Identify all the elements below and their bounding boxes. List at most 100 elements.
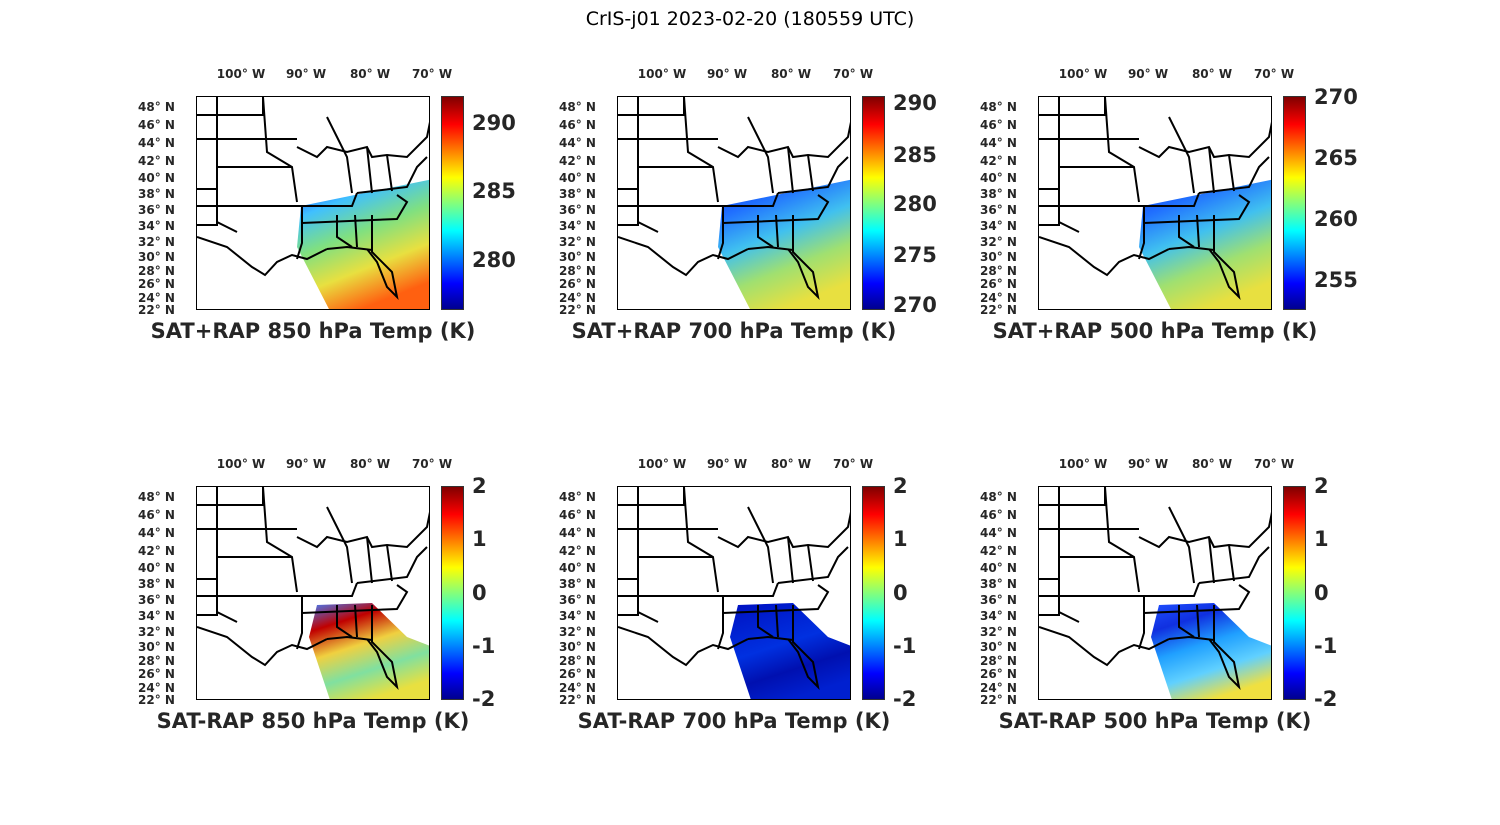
latitude-label: 30° N <box>138 250 175 264</box>
satellite-swath <box>309 603 429 699</box>
latitude-label: 34° N <box>138 609 175 623</box>
latitude-label: 48° N <box>138 490 175 504</box>
latitude-label: 40° N <box>138 171 175 185</box>
latitude-label: 22° N <box>138 693 175 707</box>
state-boundary <box>717 206 724 260</box>
state-boundary <box>197 487 264 506</box>
panel-title: SAT-RAP 700 hPa Temp (K) <box>577 709 891 733</box>
latitude-label: 42° N <box>980 544 1017 558</box>
longitude-label: 80° W <box>349 67 391 81</box>
state-boundary <box>1143 194 1251 224</box>
panel-title: SAT+RAP 850 hPa Temp (K) <box>150 319 476 343</box>
latitude-label: 30° N <box>559 250 596 264</box>
map-panel: 100° W 90° W 80° W 70° W 48° N 46° N 44° N 42° … <box>980 67 1458 396</box>
map-area <box>1038 486 1272 700</box>
latitude-label: 28° N <box>980 264 1017 278</box>
colorbar-tick-label: 1 <box>472 527 487 551</box>
state-boundary <box>197 188 358 207</box>
latitude-label: 44° N <box>980 526 1017 540</box>
latitude-label: 38° N <box>559 577 596 591</box>
state-boundary <box>747 245 794 251</box>
state-boundary <box>1039 236 1170 277</box>
latitude-label: 28° N <box>559 264 596 278</box>
state-boundary <box>1198 546 1270 584</box>
latitude-label: 48° N <box>980 490 1017 504</box>
longitude-label: 90° W <box>706 457 748 471</box>
state-boundary <box>1168 116 1235 194</box>
map-panel: 100° W 90° W 80° W 70° W 48° N 46° N 44° N 42° … <box>980 457 1458 786</box>
state-boundary <box>777 156 849 194</box>
latitude-label: 46° N <box>980 508 1017 522</box>
state-boundary <box>1138 121 1271 159</box>
latitude-label: 34° N <box>138 219 175 233</box>
latitude-label: 44° N <box>980 136 1017 150</box>
latitude-label: 40° N <box>559 561 596 575</box>
longitude-label: 80° W <box>770 67 812 81</box>
panel-title: SAT-RAP 850 hPa Temp (K) <box>156 709 470 733</box>
longitude-label: 100° W <box>637 457 687 471</box>
latitude-label: 36° N <box>559 203 596 217</box>
state-boundary <box>262 97 298 203</box>
state-boundary <box>618 626 749 667</box>
latitude-label: 30° N <box>559 640 596 654</box>
state-boundary <box>683 487 719 593</box>
state-boundary <box>301 584 409 614</box>
longitude-label: 90° W <box>285 457 327 471</box>
colorbar <box>441 96 464 310</box>
latitude-label: 42° N <box>559 154 596 168</box>
latitude-label: 26° N <box>559 667 596 681</box>
state-boundary <box>618 97 685 116</box>
latitude-label: 28° N <box>980 654 1017 668</box>
state-boundary <box>1039 578 1200 597</box>
latitude-label: 38° N <box>138 577 175 591</box>
latitude-label: 48° N <box>559 100 596 114</box>
colorbar-tick-label: 1 <box>1314 527 1329 551</box>
state-boundary <box>296 121 429 159</box>
colorbar-tick-label: 270 <box>893 293 937 317</box>
state-boundary <box>356 546 428 584</box>
longitude-label: 70° W <box>832 457 874 471</box>
satellite-swath <box>1139 179 1271 309</box>
state-boundary <box>1039 188 1200 207</box>
latitude-label: 42° N <box>138 154 175 168</box>
state-boundary <box>296 511 429 549</box>
colorbar-tick-label: 285 <box>472 179 516 203</box>
state-boundary <box>326 116 393 194</box>
colorbar-tick-label: 260 <box>1314 207 1358 231</box>
latitude-label: 26° N <box>138 667 175 681</box>
longitude-label: 80° W <box>349 457 391 471</box>
colorbar-tick-label: -2 <box>893 687 917 711</box>
colorbar-tick-label: 280 <box>472 248 516 272</box>
latitude-label: 34° N <box>980 609 1017 623</box>
map-canvas <box>1039 97 1271 309</box>
colorbar-tick-label: -2 <box>1314 687 1338 711</box>
latitude-label: 26° N <box>138 277 175 291</box>
state-boundary <box>197 578 358 597</box>
latitude-label: 38° N <box>980 577 1017 591</box>
latitude-label: 36° N <box>138 593 175 607</box>
state-boundary <box>717 596 724 650</box>
latitude-label: 30° N <box>138 640 175 654</box>
colorbar-tick-label: 1 <box>893 527 908 551</box>
latitude-label: 42° N <box>138 544 175 558</box>
latitude-label: 24° N <box>559 681 596 695</box>
latitude-label: 32° N <box>559 235 596 249</box>
colorbar-tick-label: -1 <box>893 634 917 658</box>
longitude-label: 90° W <box>285 67 327 81</box>
longitude-label: 100° W <box>216 67 266 81</box>
colorbar-tick-label: 2 <box>472 474 487 498</box>
map-panel: 100° W 90° W 80° W 70° W 48° N 46° N 44° N 42° … <box>138 457 616 786</box>
latitude-label: 36° N <box>980 593 1017 607</box>
latitude-label: 32° N <box>138 625 175 639</box>
map-area <box>617 96 851 310</box>
latitude-label: 22° N <box>138 303 175 317</box>
state-boundary <box>326 506 393 584</box>
state-boundary <box>1104 97 1140 203</box>
longitude-label: 70° W <box>1253 457 1295 471</box>
latitude-label: 38° N <box>559 187 596 201</box>
satellite-swath <box>297 179 429 309</box>
state-boundary <box>618 487 685 506</box>
state-boundary <box>296 206 303 260</box>
state-boundary <box>1168 245 1215 251</box>
state-boundary <box>216 596 238 623</box>
